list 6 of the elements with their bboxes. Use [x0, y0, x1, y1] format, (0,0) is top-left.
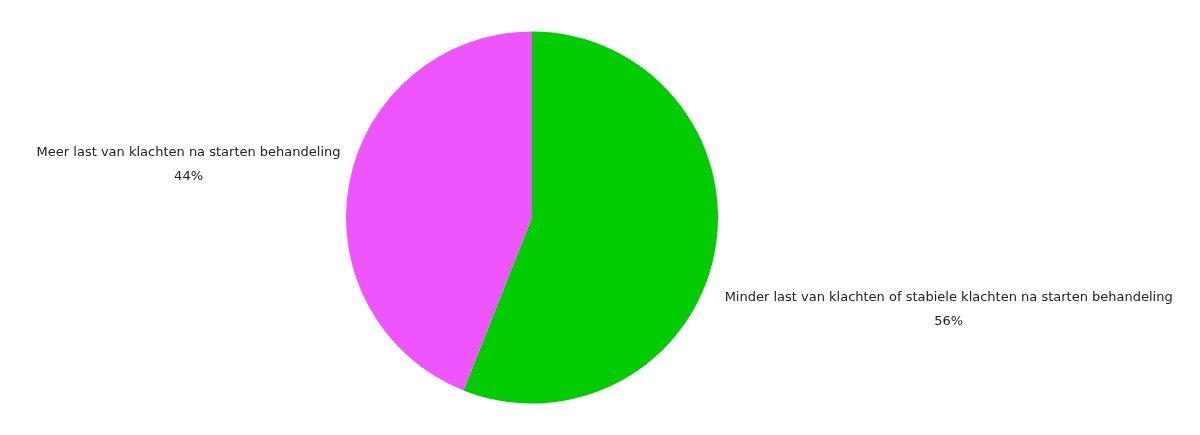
data-label: 44% — [174, 167, 204, 183]
pie-slice — [346, 31, 532, 391]
slice-label: Meer last van klachten na starten behandeling — [36, 143, 341, 159]
pie-slice — [463, 31, 718, 404]
data-label: 56% — [934, 312, 964, 328]
slice-label: Minder last van klachten of stabiele klachten na starten behandeling — [724, 288, 1173, 304]
